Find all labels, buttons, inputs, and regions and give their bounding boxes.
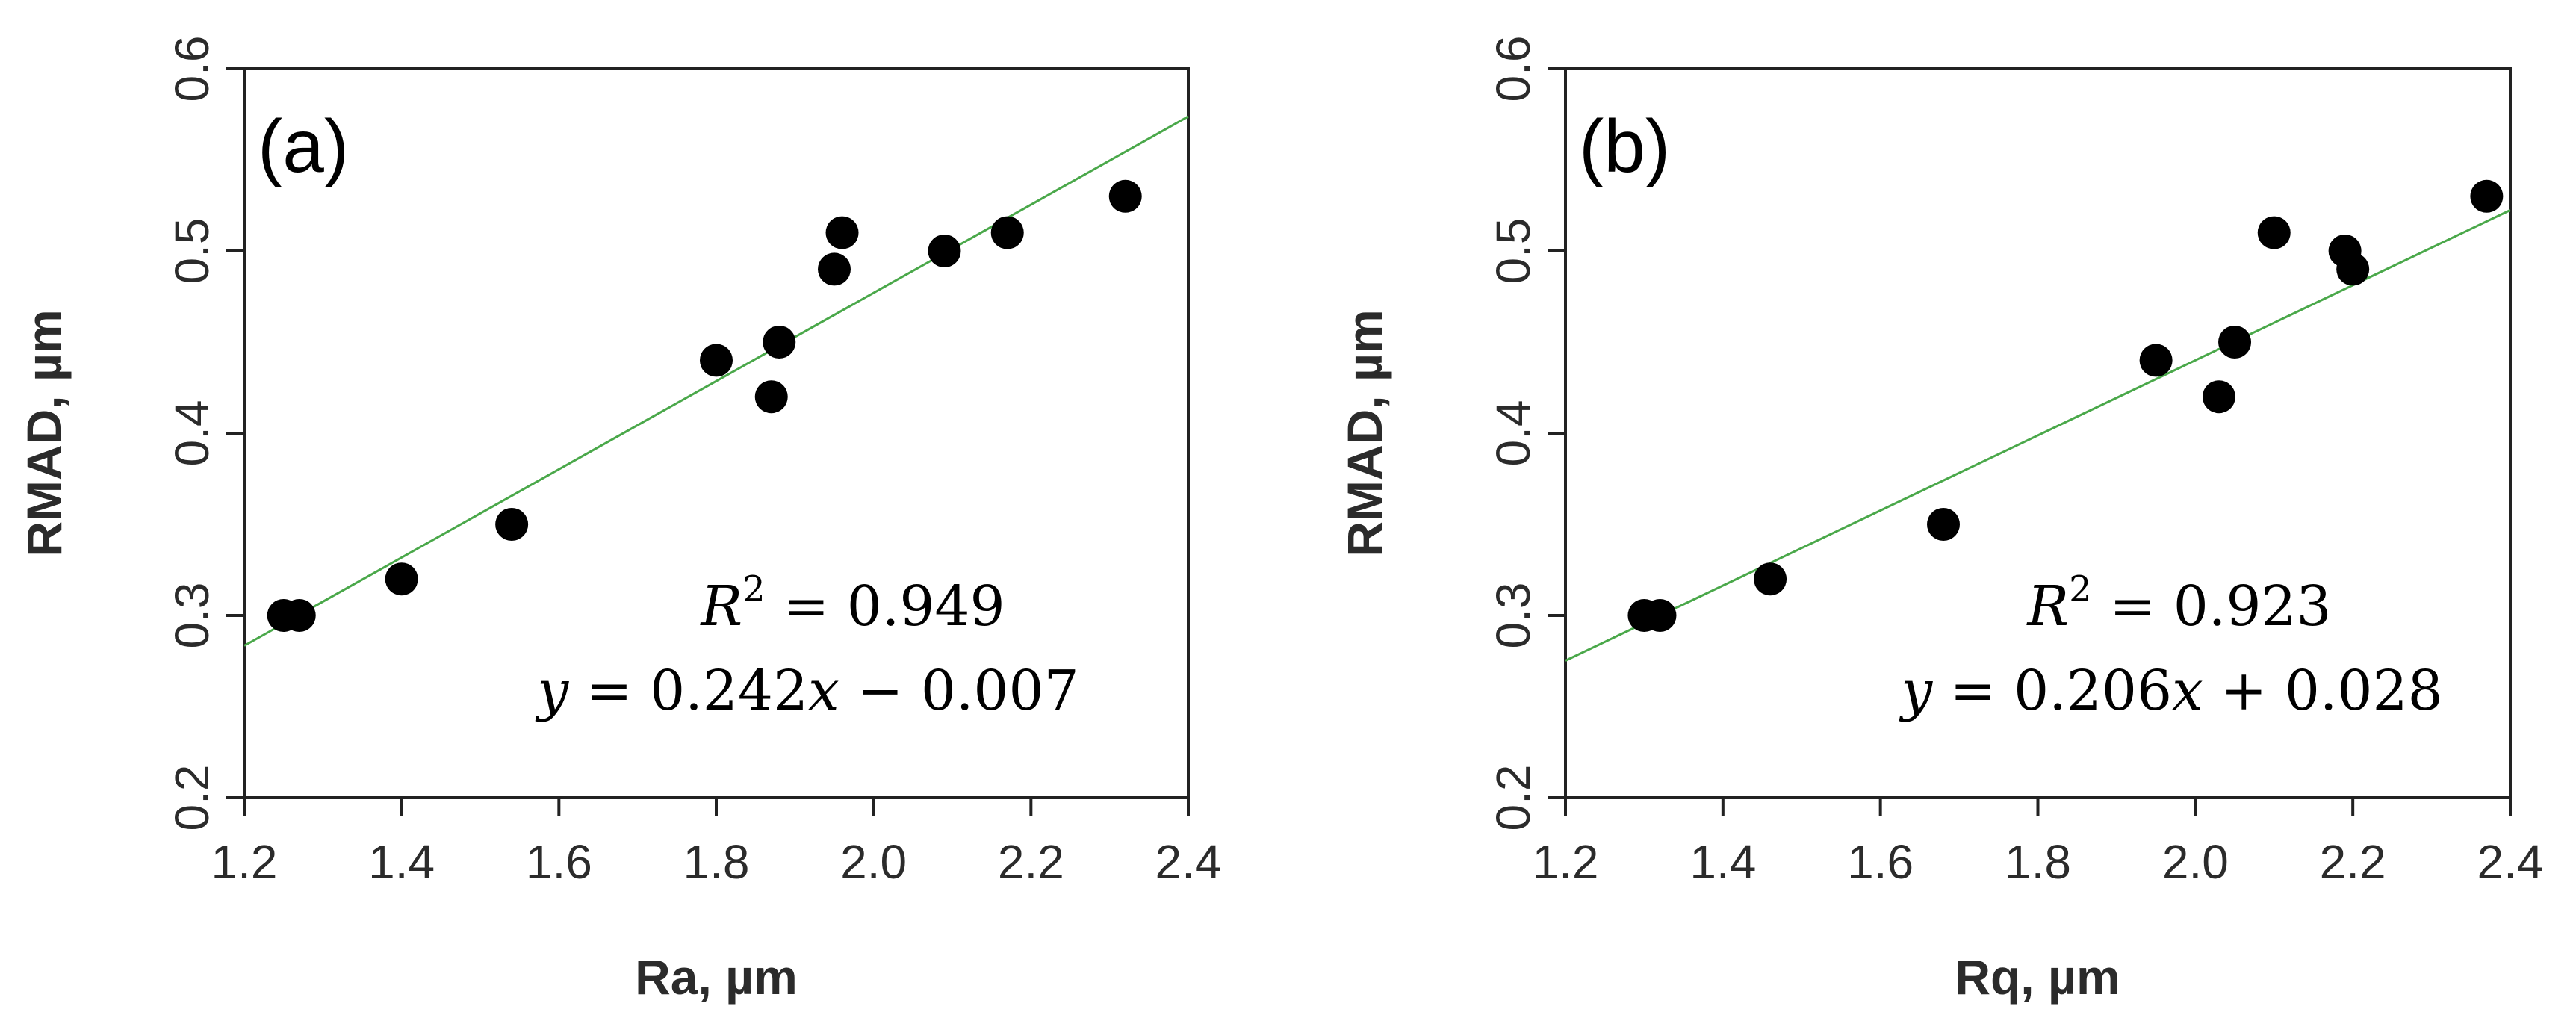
- x-axis-ticks: 1.2 1.4 1.6 1.8 2.0 2.2 2.4: [211, 798, 1222, 889]
- data-point-6: [2202, 380, 2235, 414]
- data-point-10: [2336, 252, 2370, 286]
- y-axis-ticks: 0.2 0.3 0.4 0.5 0.6: [1486, 36, 1565, 831]
- data-point-3: [1754, 562, 1787, 596]
- data-point-10: [928, 235, 961, 267]
- r2-annotation: R2 = 0.949: [699, 568, 1005, 639]
- x-tick-label: 2.2: [2320, 835, 2386, 889]
- y-tick-label: 0.6: [165, 36, 219, 102]
- x-tick-label: 2.4: [1155, 835, 1222, 889]
- data-point-11: [2470, 179, 2504, 213]
- panel-label: (a): [258, 105, 349, 188]
- y-axis-label: RMAD, µm: [1337, 309, 1392, 556]
- data-point-6: [754, 380, 788, 414]
- x-tick-label: 1.2: [211, 835, 278, 889]
- x-tick-label: 1.8: [683, 835, 750, 889]
- y-tick-label: 0.4: [1486, 400, 1540, 467]
- x-tick-label: 1.6: [1847, 835, 1914, 889]
- panel-label: (b): [1579, 105, 1670, 188]
- data-point-2: [282, 599, 316, 632]
- x-tick-label: 1.6: [526, 835, 592, 889]
- y-tick-label: 0.5: [165, 218, 219, 285]
- x-tick-label: 1.8: [2005, 835, 2071, 889]
- data-point-4: [1927, 508, 1960, 541]
- data-point-8: [818, 252, 851, 286]
- equation-annotation: y = 0.242x − 0.007: [535, 659, 1078, 723]
- equation-annotation: y = 0.206x + 0.028: [1899, 659, 2442, 723]
- r2-annotation: R2 = 0.923: [2026, 568, 2331, 639]
- x-axis-label: Ra, µm: [635, 949, 798, 1005]
- y-tick-label: 0.3: [165, 583, 219, 649]
- x-axis-ticks: 1.2 1.4 1.6 1.8 2.0 2.2 2.4: [1533, 798, 2544, 889]
- panel-a: 1.2 1.4 1.6 1.8 2.0 2.2 2.4 0.2 0.3 0.4 0.5 0.6 (a…: [16, 36, 1221, 1005]
- fit-line: [243, 115, 1189, 647]
- x-tick-label: 2.2: [998, 835, 1064, 889]
- y-axis-label: RMAD, µm: [16, 309, 72, 556]
- data-point-8: [2257, 216, 2291, 249]
- x-tick-label: 2.0: [840, 835, 907, 889]
- x-tick-label: 1.2: [1533, 835, 1599, 889]
- data-point-12: [1108, 179, 1142, 213]
- y-axis-ticks: 0.2 0.3 0.4 0.5 0.6: [165, 36, 244, 831]
- y-tick-label: 0.6: [1486, 36, 1540, 102]
- data-point-5: [2139, 344, 2173, 377]
- data-point-9: [825, 216, 859, 249]
- y-tick-label: 0.3: [1486, 583, 1540, 649]
- data-point-3: [385, 562, 418, 596]
- data-point-2: [1643, 599, 1677, 632]
- y-tick-label: 0.2: [165, 765, 219, 831]
- y-tick-label: 0.5: [1486, 218, 1540, 285]
- y-tick-label: 0.4: [165, 400, 219, 467]
- y-tick-label: 0.2: [1486, 765, 1540, 831]
- x-tick-label: 2.4: [2477, 835, 2544, 889]
- x-tick-label: 2.0: [2162, 835, 2229, 889]
- data-point-7: [2218, 326, 2252, 359]
- x-axis-label: Rq, µm: [1955, 949, 2120, 1005]
- data-points: [1627, 179, 2504, 632]
- x-tick-label: 1.4: [368, 835, 435, 889]
- data-point-5: [700, 344, 733, 377]
- data-points: [267, 179, 1142, 632]
- x-tick-label: 1.4: [1689, 835, 1756, 889]
- data-point-4: [495, 508, 529, 541]
- data-point-11: [990, 216, 1024, 249]
- data-point-7: [763, 326, 796, 359]
- panel-b: 1.2 1.4 1.6 1.8 2.0 2.2 2.4 0.2 0.3 0.4 0.5 0.6 (b…: [1337, 36, 2543, 1005]
